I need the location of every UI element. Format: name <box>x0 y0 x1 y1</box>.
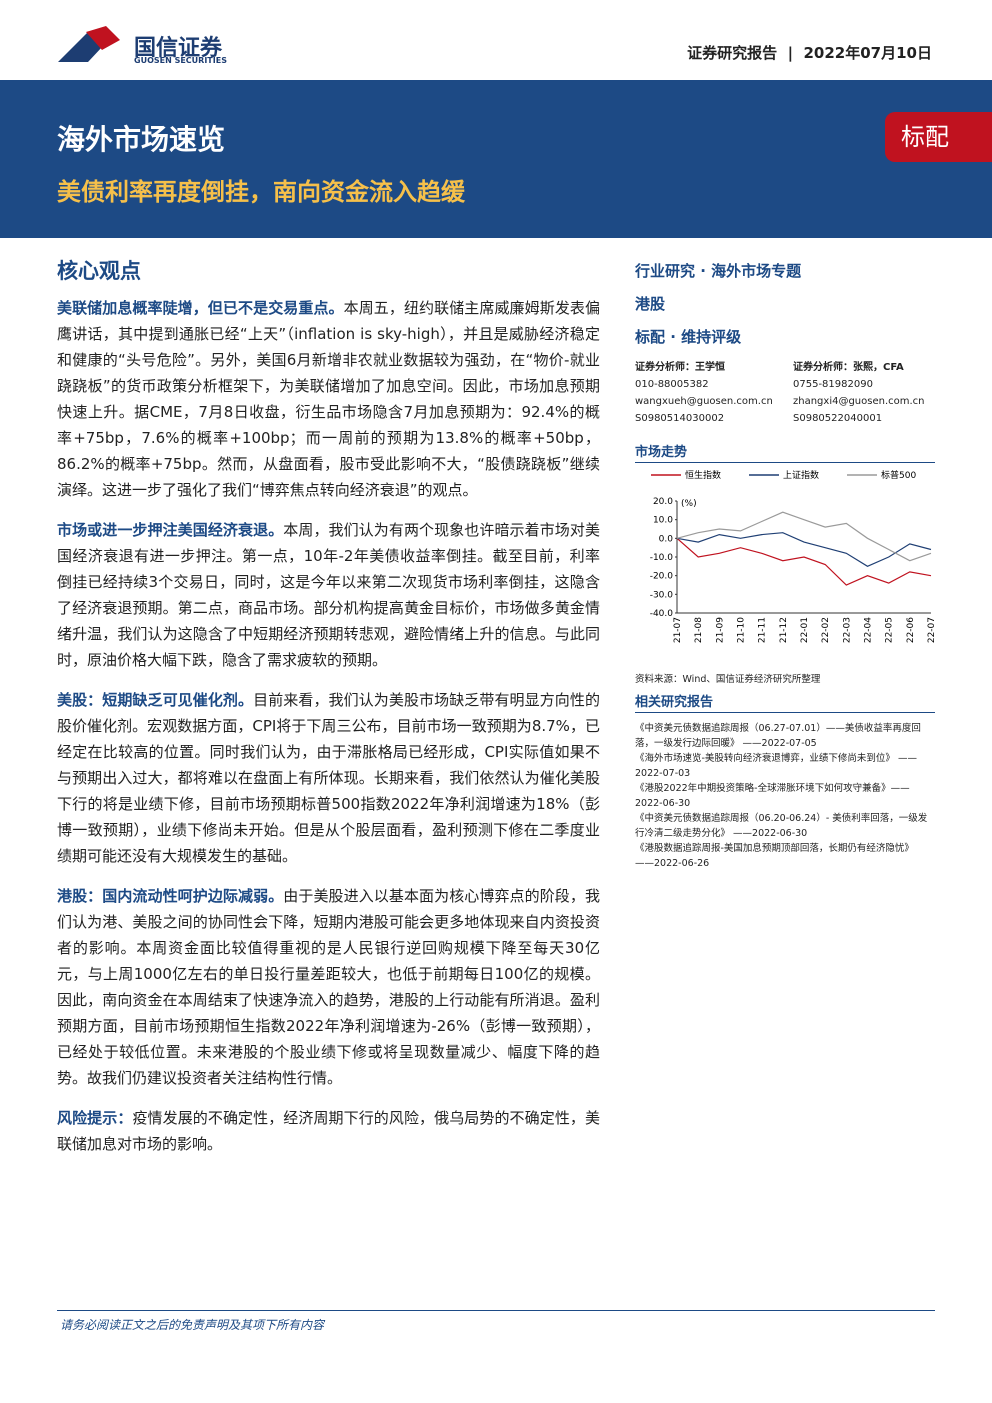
paragraph: 美联储加息概率陡增，但已不是交易重点。本周五，纽约联储主席威廉姆斯发表偏鹰讲话，… <box>57 295 600 503</box>
paragraph-text: 本周五，纽约联储主席威廉姆斯发表偏鹰讲话，其中提到通胀已经“上天”（inflat… <box>57 299 600 499</box>
paragraph: 市场或进一步押注美国经济衰退。本周，我们认为有两个现象也许暗示着市场对美国经济衰… <box>57 517 600 673</box>
header-info: 证券研究报告 | 2022年07月10日 <box>687 44 933 62</box>
y-unit: (%) <box>681 499 697 509</box>
related-report: 《港股2022年中期投资策略-全球滞胀环境下如何攻守兼备》——2022-06-3… <box>635 783 910 809</box>
related-report: 《中资美元债数据追踪周报（06.27-07.01）——美债收益率再度回落，一级发… <box>635 723 921 749</box>
x-tick-label: 22-02 <box>821 617 831 643</box>
category: 行业研究 · 海外市场专题 <box>635 262 802 280</box>
y-tick-label: 0.0 <box>659 534 674 544</box>
section-heading: 市场走势 <box>635 441 935 463</box>
x-tick-label: 22-03 <box>842 617 852 643</box>
legend-label: 上证指数 <box>783 469 819 481</box>
paragraph-lead: 美联储加息概率陡增，但已不是交易重点。 <box>57 299 344 317</box>
series-line <box>676 511 932 562</box>
paragraph: 风险提示：疫情发展的不确定性，经济周期下行的风险，俄乌局势的不确定性，美联储加息… <box>57 1105 600 1157</box>
paragraph: 美股：短期缺乏可见催化剂。目前来看，我们认为美股市场缺乏带有明显方向性的股价催化… <box>57 687 600 869</box>
x-tick-label: 22-07 <box>927 617 935 643</box>
rating-tab: 标配 <box>885 112 992 162</box>
legend-label: 标普500 <box>881 469 916 481</box>
logo-en: GUOSEN SECURITIES <box>134 56 227 65</box>
analyst-phone: 0755-81982090 <box>793 379 873 390</box>
series-line <box>676 532 932 567</box>
analyst: 证券分析师：王学恒 010-88005382 wangxueh@guosen.com… <box>635 359 777 427</box>
related-report: 《海外市场速览-美股转向经济衰退博弈，业绩下修尚未到位》 ——2022-07-0… <box>635 753 917 779</box>
y-tick-label: -20.0 <box>650 572 674 582</box>
analyst-role: 证券分析师：张熙，CFA <box>793 362 904 373</box>
paragraph-lead: 港股：国内流动性呵护边际减弱。 <box>57 887 284 905</box>
x-tick-label: 22-04 <box>864 617 874 643</box>
paragraph-lead: 美股：短期缺乏可见催化剂。 <box>57 691 254 709</box>
paragraph-text: 目前来看，我们认为美股市场缺乏带有明显方向性的股价催化剂。宏观数据方面，CPI将… <box>57 691 600 865</box>
source: 资料来源：Wind、国信证券经济研究所整理 <box>635 674 821 685</box>
y-tick-label: -30.0 <box>650 590 674 600</box>
title: 海外市场速览 <box>57 123 226 156</box>
y-tick-label: 20.0 <box>653 497 673 507</box>
analyst-email: zhangxi4@guosen.com.cn <box>793 396 925 407</box>
analyst-cert: S0980514030002 <box>635 413 725 424</box>
related-list: 《中资美元债数据追踪周报（06.27-07.01）——美债收益率再度回落，一级发… <box>635 721 935 871</box>
analyst-cert: S0980522040001 <box>793 413 883 424</box>
analysts: 证券分析师：王学恒 010-88005382 wangxueh@guosen.com… <box>635 359 935 427</box>
disclaimer: 请务必阅读正文之后的免责声明及其项下所有内容 <box>60 1318 325 1332</box>
paragraph: 港股：国内流动性呵护边际减弱。由于美股进入以基本面为核心博弈点的阶段，我们认为港… <box>57 883 600 1091</box>
sector: 港股 <box>635 295 666 313</box>
related-report: 《港股数据追踪周报-美国加息预期顶部回落，长期仍有经济隐忧》 ——2022-06… <box>635 843 914 869</box>
rating: 标配 · 维持评级 <box>635 328 742 346</box>
analyst-email: wangxueh@guosen.com.cn <box>635 396 773 407</box>
subtitle: 美债利率再度倒挂，南向资金流入趋缓 <box>57 178 465 206</box>
section-heading: 相关研究报告 <box>635 691 935 713</box>
y-tick-label: 10.0 <box>653 516 673 526</box>
sidebar: 行业研究 · 海外市场专题 港股 标配 · 维持评级 证券分析师：王学恒 010-… <box>635 260 937 871</box>
y-tick-label: -40.0 <box>650 609 674 619</box>
analyst-phone: 010-88005382 <box>635 379 709 390</box>
paragraph-lead: 风险提示： <box>57 1109 133 1127</box>
banner <box>0 80 992 238</box>
paragraph-text: 疫情发展的不确定性，经济周期下行的风险，俄乌局势的不确定性，美联储加息对市场的影… <box>57 1109 600 1153</box>
legend-label: 恒生指数 <box>685 469 721 481</box>
main-column: 核心观点美联储加息概率陡增，但已不是交易重点。本周五，纽约联储主席威廉姆斯发表偏… <box>57 255 600 1171</box>
x-tick-label: 21-10 <box>737 617 747 643</box>
x-tick-label: 21-11 <box>758 617 768 643</box>
footer-rule <box>57 1310 935 1311</box>
series-line <box>676 537 932 586</box>
chart: 20.0 10.0 0.0 -10.0 -20.0 -30.0 -40.0 (%) 21-07 2… <box>650 469 937 643</box>
logo-text: 国信证券 <box>134 36 223 61</box>
x-tick-label: 22-06 <box>906 617 916 643</box>
paragraph-text: 由于美股进入以基本面为核心博弈点的阶段，我们认为港、美股之间的协同性会下降，短期… <box>57 887 600 1087</box>
x-tick-label: 22-05 <box>885 617 895 643</box>
x-tick-label: 21-08 <box>694 617 704 643</box>
report-date: 2022年07月10日 <box>803 44 933 62</box>
y-tick-label: -10.0 <box>650 553 674 563</box>
x-tick-label: 21-09 <box>715 617 725 643</box>
report-type: 证券研究报告 <box>687 44 778 62</box>
analyst: 证券分析师：张熙，CFA 0755-81982090 zhangxi4@guosen… <box>793 359 935 427</box>
related-report: 《中资美元债数据追踪周报（06.20-06.24）- 美债利率回落，一级发行冷清… <box>635 813 928 839</box>
analyst-role: 证券分析师：王学恒 <box>635 362 725 373</box>
paragraph-lead: 市场或进一步押注美国经济衰退。 <box>57 521 284 539</box>
x-tick-label: 21-12 <box>779 617 789 643</box>
logo-mark <box>58 26 120 62</box>
x-tick-label: 21-07 <box>673 617 683 643</box>
heading: 核心观点 <box>57 259 141 283</box>
x-tick-label: 22-01 <box>800 617 810 643</box>
paragraph-text: 本周，我们认为有两个现象也许暗示着市场对美国经济衰退有进一步押注。第一点，10年… <box>57 521 600 669</box>
